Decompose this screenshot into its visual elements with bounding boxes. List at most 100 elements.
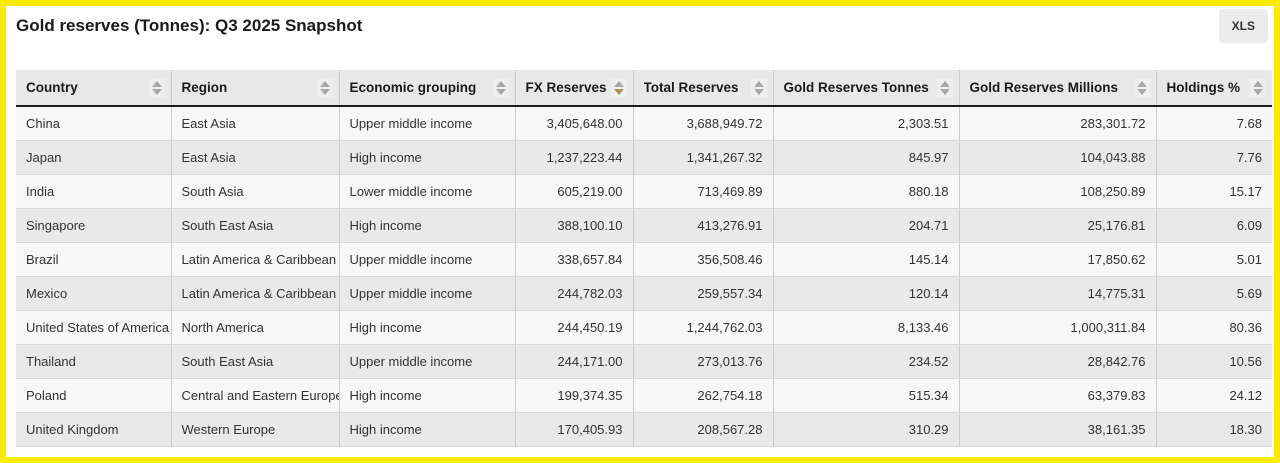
cell-gold-reserves-millions: 14,775.31 [959,276,1157,311]
cell-economic-grouping: High income [339,208,516,243]
sort-down-icon [613,88,624,95]
cell-total-reserves: 1,244,762.03 [633,310,774,345]
column-header-label: Region [181,80,228,95]
cell-region: South Asia [171,174,340,209]
cell-region: South East Asia [171,344,340,379]
cell-gold-reserves-tonnes: 234.52 [773,344,960,379]
cell-country: China [16,106,172,141]
sort-up-icon [939,80,950,87]
cell-gold-reserves-millions: 108,250.89 [959,174,1157,209]
column-header-label: Total Reserves [643,80,739,95]
column-header-gold-reserves-millions[interactable]: Gold Reserves Millions [959,70,1157,107]
sort-control[interactable] [316,78,333,97]
cell-fx-reserves: 170,405.93 [515,412,634,447]
cell-economic-grouping: High income [339,412,516,447]
cell-holdings: 6.09 [1156,208,1272,243]
column-header-total-reserves[interactable]: Total Reserves [633,70,774,107]
sort-down-icon [939,88,950,95]
sort-down-icon [753,88,764,95]
sort-up-icon [151,80,162,87]
cell-gold-reserves-millions: 38,161.35 [959,412,1157,447]
table-row: Poland Central and Eastern Europe High inc… [16,378,1272,413]
table-row: Brazil Latin America & Caribbean Upper mid… [16,242,1272,277]
sort-down-icon [495,88,506,95]
cell-fx-reserves: 244,782.03 [515,276,634,311]
cell-region: North America [171,310,340,345]
table-header-row: Country Region Economic grouping FX Reserve… [16,70,1272,107]
sort-up-icon [613,80,624,87]
cell-economic-grouping: High income [339,378,516,413]
cell-total-reserves: 259,557.34 [633,276,774,311]
cell-economic-grouping: Upper middle income [339,242,516,277]
cell-region: Latin America & Caribbean [171,276,340,311]
column-header-label: Gold Reserves Millions [969,80,1119,95]
table-row: United States of America North America Hig… [16,310,1272,345]
cell-country: Mexico [16,276,172,311]
sort-control[interactable] [610,78,627,97]
sort-up-icon [319,80,330,87]
cell-gold-reserves-millions: 63,379.83 [959,378,1157,413]
table-row: United Kingdom Western Europe High income 1… [16,412,1272,447]
sort-control[interactable] [1133,78,1150,97]
cell-total-reserves: 262,754.18 [633,378,774,413]
cell-holdings: 7.76 [1156,140,1272,175]
cell-gold-reserves-millions: 25,176.81 [959,208,1157,243]
cell-fx-reserves: 3,405,648.00 [515,106,634,141]
column-header-label: Country [26,80,78,95]
cell-country: United Kingdom [16,412,172,447]
cell-gold-reserves-tonnes: 515.34 [773,378,960,413]
cell-holdings: 15.17 [1156,174,1272,209]
cell-fx-reserves: 244,450.19 [515,310,634,345]
table-row: China East Asia Upper middle income 3,405,6… [16,106,1272,141]
column-header-country[interactable]: Country [16,70,172,107]
cell-country: United States of America [16,310,172,345]
cell-region: Western Europe [171,412,340,447]
cell-economic-grouping: Lower middle income [339,174,516,209]
cell-total-reserves: 3,688,949.72 [633,106,774,141]
table-body: China East Asia Upper middle income 3,405,6… [16,106,1272,447]
page-title: Gold reserves (Tonnes): Q3 2025 Snapshot [16,16,363,35]
cell-country: India [16,174,172,209]
cell-country: Japan [16,140,172,175]
cell-gold-reserves-tonnes: 880.18 [773,174,960,209]
widget-container: Gold reserves (Tonnes): Q3 2025 Snapshot… [6,6,1274,457]
cell-total-reserves: 273,013.76 [633,344,774,379]
cell-fx-reserves: 388,100.10 [515,208,634,243]
cell-economic-grouping: High income [339,310,516,345]
sort-control[interactable] [1250,78,1266,97]
column-header-gold-reserves-tonnes[interactable]: Gold Reserves Tonnes [773,70,960,107]
column-header-label: FX Reserves [525,80,607,95]
sort-up-icon [495,80,506,87]
sort-control[interactable] [750,78,767,97]
sort-up-icon [1136,80,1147,87]
table-header: Country Region Economic grouping FX Reserve… [16,70,1272,107]
column-header-holdings[interactable]: Holdings % [1156,70,1272,107]
cell-region: East Asia [171,106,340,141]
sort-control[interactable] [148,78,165,97]
cell-holdings: 7.68 [1156,106,1272,141]
cell-fx-reserves: 605,219.00 [515,174,634,209]
cell-country: Brazil [16,242,172,277]
xls-export-button[interactable]: XLS [1218,9,1268,43]
cell-gold-reserves-millions: 17,850.62 [959,242,1157,277]
cell-holdings: 10.56 [1156,344,1272,379]
sort-down-icon [1136,88,1147,95]
cell-gold-reserves-millions: 283,301.72 [959,106,1157,141]
sort-up-icon [1253,80,1263,87]
column-header-economic-grouping[interactable]: Economic grouping [339,70,516,107]
sort-control[interactable] [492,78,509,97]
sort-control[interactable] [936,78,953,97]
column-header-label: Economic grouping [349,80,477,95]
cell-gold-reserves-tonnes: 310.29 [773,412,960,447]
cell-gold-reserves-millions: 104,043.88 [959,140,1157,175]
column-header-fx-reserves[interactable]: FX Reserves [515,70,634,107]
cell-holdings: 80.36 [1156,310,1272,345]
cell-total-reserves: 413,276.91 [633,208,774,243]
cell-region: Central and Eastern Europe [171,378,340,413]
cell-gold-reserves-tonnes: 120.14 [773,276,960,311]
cell-region: Latin America & Caribbean [171,242,340,277]
cell-economic-grouping: High income [339,140,516,175]
column-header-region[interactable]: Region [171,70,340,107]
cell-fx-reserves: 199,374.35 [515,378,634,413]
sort-down-icon [319,88,330,95]
